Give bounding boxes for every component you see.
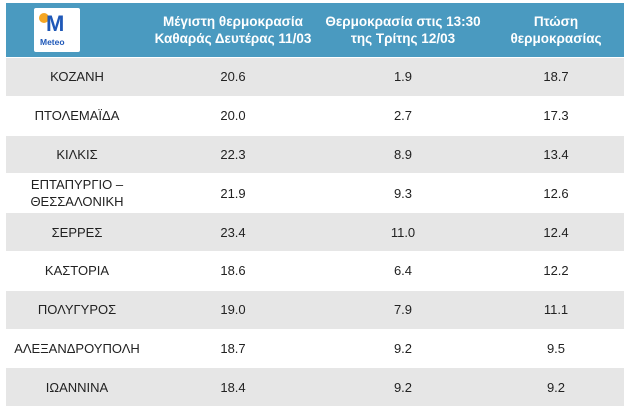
- temp-drop-cell: 9.5: [546, 340, 566, 356]
- city-cell: ΣΕΡΡΕΣ: [51, 224, 103, 240]
- max-temp-cell: 20.0: [220, 108, 246, 124]
- table-body: ΚΟΖΑΝΗ 20.6 1.9 18.7 ΠΤΟΛΕΜΑΪΔΑ 20.0 2.7…: [6, 57, 624, 406]
- table-row: ΠΤΟΛΕΜΑΪΔΑ 20.0 2.7 17.3: [6, 95, 624, 135]
- logo-text: Meteo: [40, 37, 65, 47]
- current-temp-cell: 6.4: [393, 263, 413, 279]
- temp-drop-cell: 18.7: [543, 69, 569, 85]
- current-temp-cell: 8.9: [393, 146, 413, 162]
- temperature-table: M Meteo Μέγιστη θερμοκρασία Καθαράς Δευτ…: [6, 3, 624, 406]
- current-temp-cell: 11.0: [390, 224, 416, 240]
- current-temp-cell: 7.9: [393, 302, 413, 318]
- table-row: ΠΟΛΥΓΥΡΟΣ 19.0 7.9 11.1: [6, 289, 624, 329]
- header-temp-drop: Πτώση θερμοκρασίας: [510, 14, 602, 46]
- city-cell: ΚΟΖΑΝΗ: [50, 69, 104, 85]
- max-temp-cell: 19.0: [220, 302, 246, 318]
- temp-drop-cell: 17.3: [543, 108, 569, 124]
- max-temp-cell: 20.6: [220, 69, 246, 85]
- max-temp-cell: 18.6: [220, 263, 246, 279]
- table-row: ΙΩΑΝΝΙΝΑ 18.4 9.2 9.2: [6, 367, 624, 406]
- sun-icon: [39, 13, 49, 23]
- temp-drop-cell: 11.1: [543, 302, 569, 318]
- table-row: ΚΙΛΚΙΣ 22.3 8.9 13.4: [6, 134, 624, 174]
- logo-letter: M: [46, 11, 65, 36]
- temp-drop-cell: 12.2: [543, 263, 569, 279]
- city-cell: ΙΩΑΝΝΙΝΑ: [45, 379, 109, 395]
- current-temp-cell: 9.2: [393, 340, 413, 356]
- temp-drop-cell: 12.6: [543, 185, 569, 201]
- table-row: ΑΛΕΞΑΝΔΡΟΥΠΟΛΗ 18.7 9.2 9.5: [6, 328, 624, 368]
- temp-drop-cell: 13.4: [543, 146, 569, 162]
- max-temp-cell: 21.9: [220, 185, 246, 201]
- city-cell: ΠΤΟΛΕΜΑΪΔΑ: [34, 108, 120, 124]
- current-temp-cell: 2.7: [393, 108, 413, 124]
- city-cell: ΚΑΣΤΟΡΙΑ: [44, 263, 110, 279]
- current-temp-cell: 9.3: [393, 185, 413, 201]
- city-cell: ΑΛΕΞΑΝΔΡΟΥΠΟΛΗ: [14, 340, 140, 356]
- table-header: M Meteo Μέγιστη θερμοκρασία Καθαράς Δευτ…: [6, 3, 624, 57]
- current-temp-cell: 9.2: [393, 379, 413, 395]
- table-row: ΚΑΣΤΟΡΙΑ 18.6 6.4 12.2: [6, 250, 624, 290]
- city-cell: ΕΠΤΑΠΥΡΓΙΟ – ΘΕΣΣΑΛΟΝΙΚΗ: [30, 177, 124, 210]
- table-row: ΕΠΤΑΠΥΡΓΙΟ – ΘΕΣΣΑΛΟΝΙΚΗ 21.9 9.3 12.6: [6, 173, 624, 213]
- logo-cell: M Meteo: [6, 3, 148, 57]
- city-cell: ΠΟΛΥΓΥΡΟΣ: [37, 302, 117, 318]
- header-max-temp: Μέγιστη θερμοκρασία Καθαράς Δευτέρας 11/…: [154, 14, 312, 46]
- table-row: ΚΟΖΑΝΗ 20.6 1.9 18.7: [6, 57, 624, 96]
- temp-drop-cell: 9.2: [546, 379, 566, 395]
- max-temp-cell: 22.3: [220, 146, 246, 162]
- table-row: ΣΕΡΡΕΣ 23.4 11.0 12.4: [6, 212, 624, 251]
- current-temp-cell: 1.9: [393, 69, 413, 85]
- city-cell: ΚΙΛΚΙΣ: [56, 146, 98, 162]
- max-temp-cell: 18.7: [220, 340, 246, 356]
- max-temp-cell: 18.4: [220, 379, 246, 395]
- meteo-logo: M Meteo: [34, 8, 80, 52]
- header-current-temp: Θερμοκρασία στις 13:30 της Τρίτης 12/03: [325, 14, 481, 46]
- max-temp-cell: 23.4: [220, 224, 246, 240]
- temp-drop-cell: 12.4: [543, 224, 569, 240]
